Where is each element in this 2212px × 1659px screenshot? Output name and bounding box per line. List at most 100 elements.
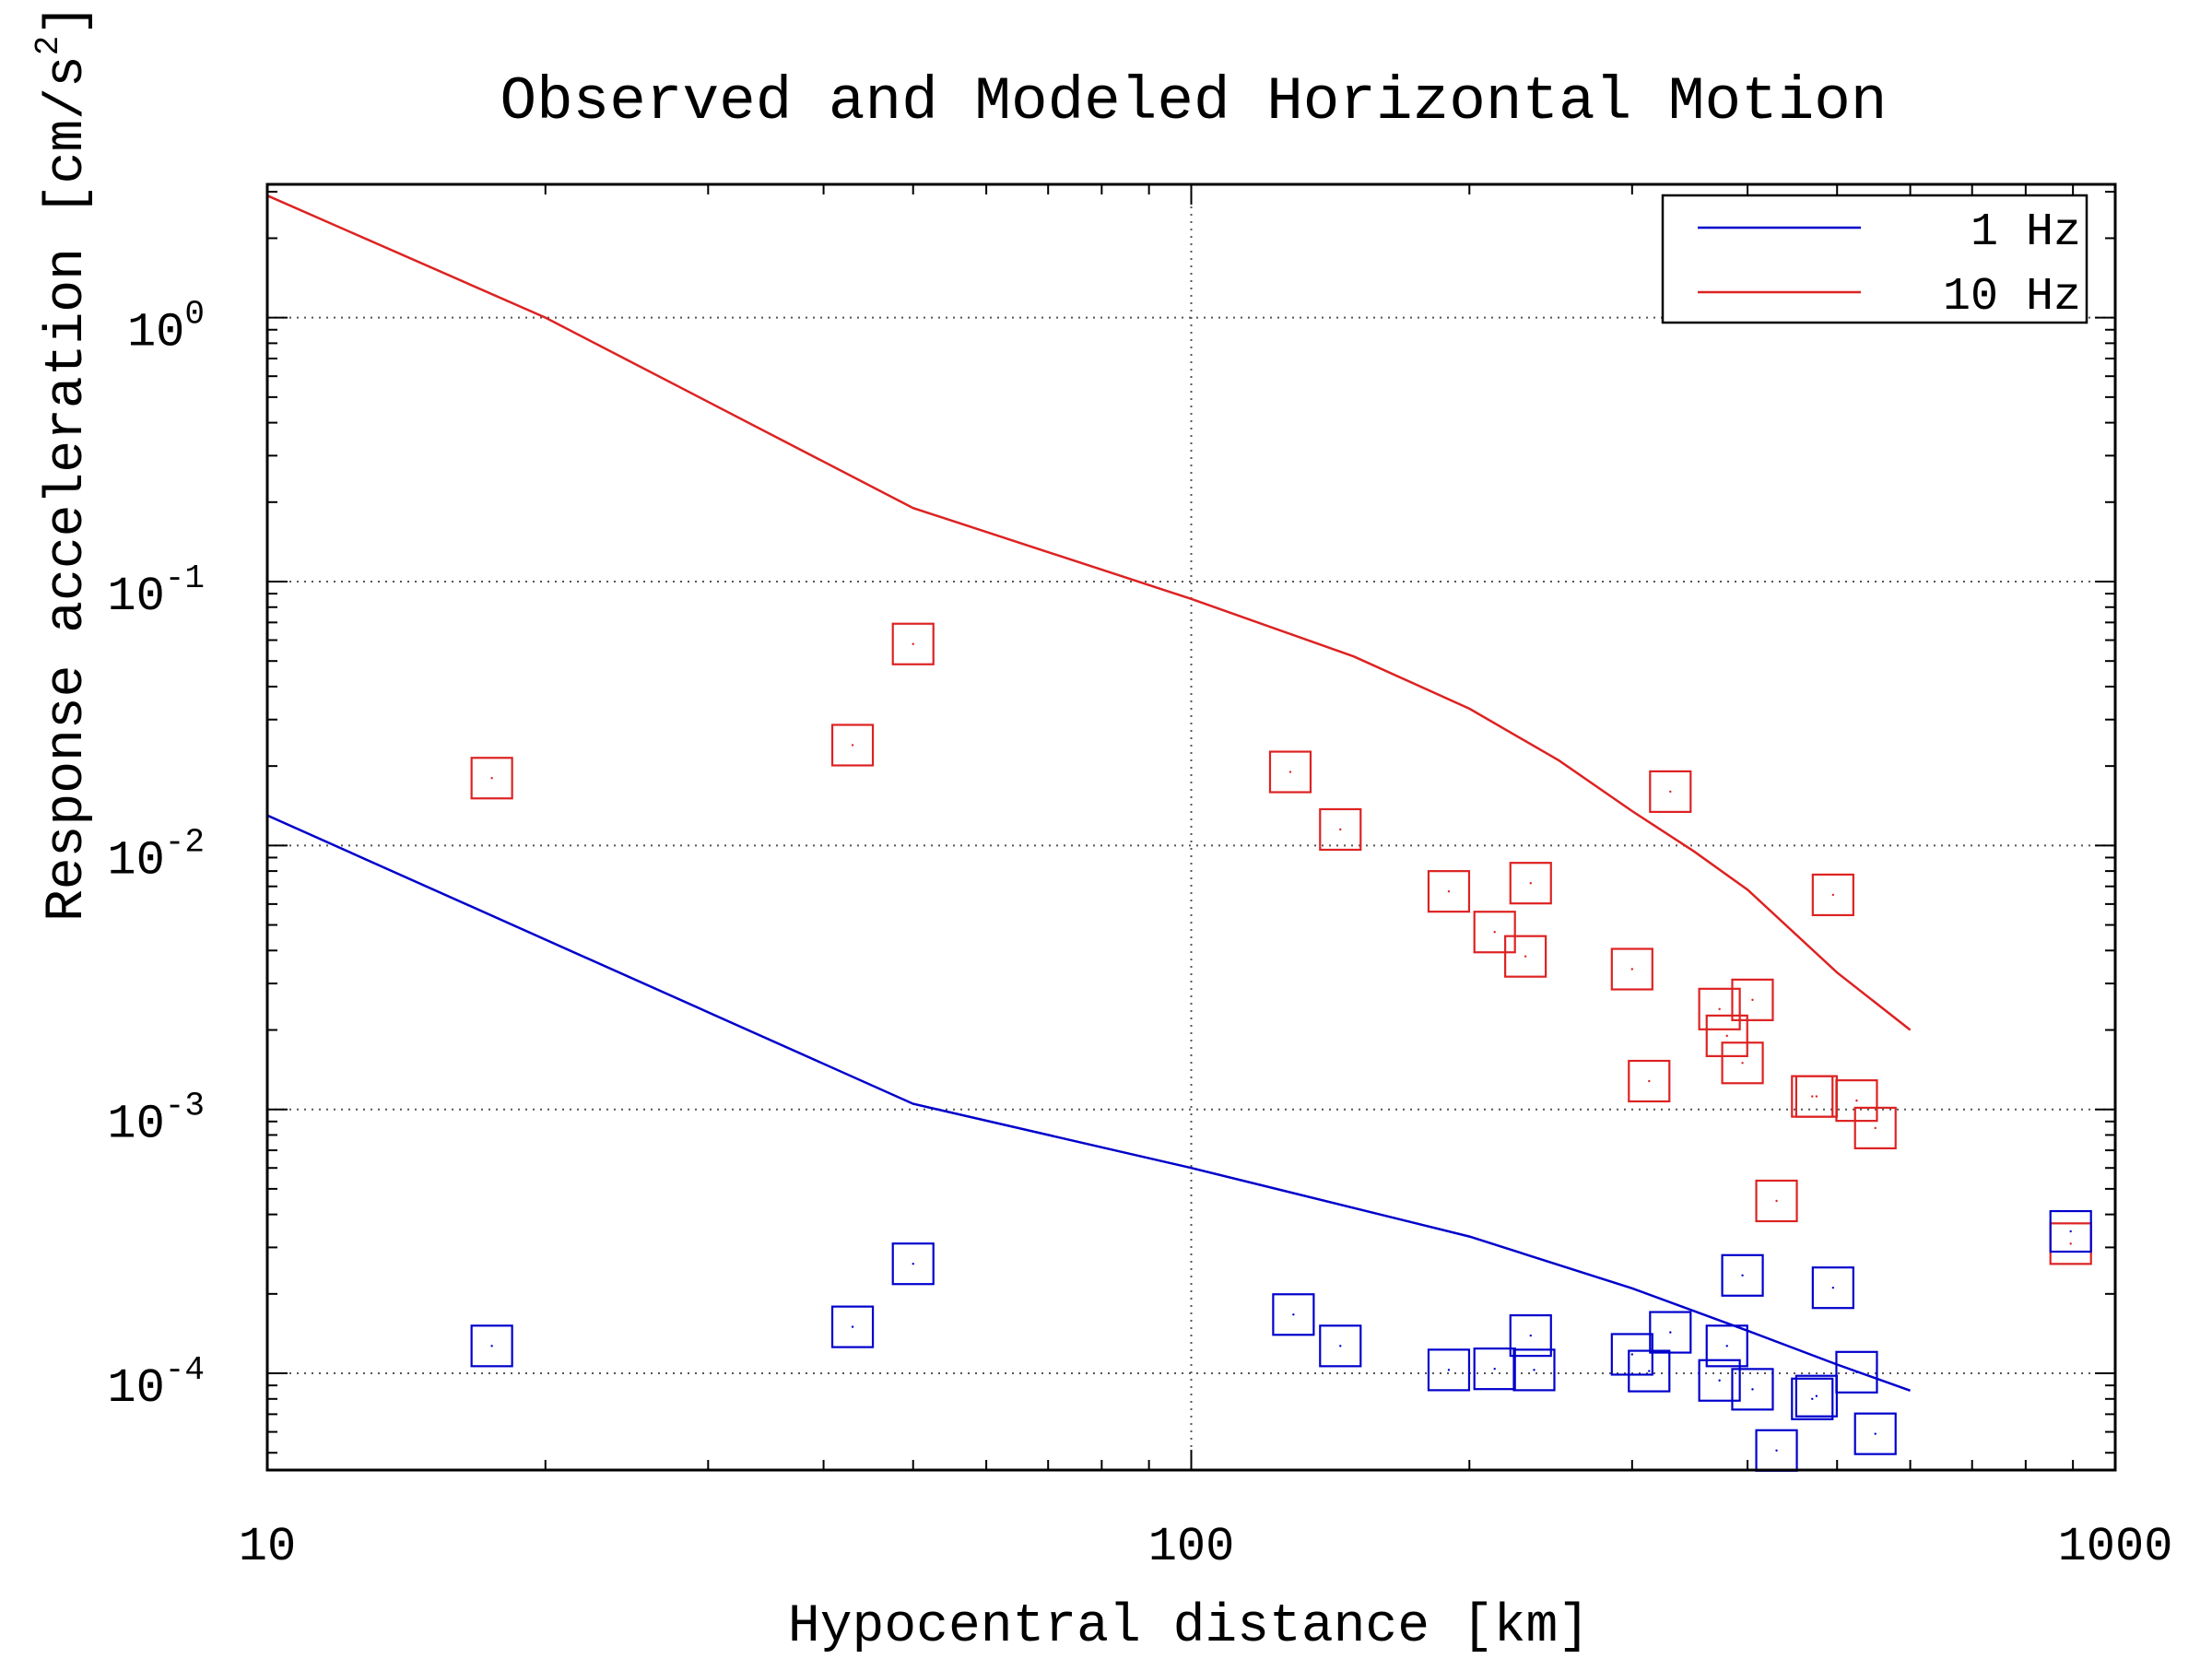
x-tick-label: 100 bbox=[1148, 1520, 1235, 1574]
y-tick-label: 10-3 bbox=[107, 1088, 205, 1152]
series-line-1 bbox=[266, 194, 1912, 1031]
data-point-center bbox=[851, 1325, 854, 1328]
data-point-marker bbox=[1319, 807, 1362, 852]
y-axis-label-sup: 2 bbox=[29, 36, 67, 56]
data-point-center bbox=[1493, 931, 1496, 934]
data-point-marker bbox=[1731, 978, 1774, 1021]
x-tick-labels: 10 100 1000 bbox=[239, 1520, 2173, 1574]
data-point-center bbox=[1775, 1199, 1778, 1203]
data-point-marker bbox=[1509, 1313, 1552, 1358]
data-point-center bbox=[1775, 1449, 1778, 1452]
series-layer bbox=[266, 194, 1912, 1392]
data-point-center bbox=[1811, 1095, 1814, 1098]
data-point-marker bbox=[1427, 1348, 1471, 1392]
data-point-marker bbox=[1731, 1368, 1774, 1411]
data-point-center bbox=[1811, 1397, 1814, 1400]
data-point-marker bbox=[1509, 862, 1552, 905]
data-point-marker bbox=[1319, 1324, 1362, 1368]
y-tick-base: 10 bbox=[107, 570, 164, 624]
data-point-center bbox=[851, 744, 854, 747]
y-tick-base: 10 bbox=[127, 306, 184, 360]
data-point-center bbox=[1855, 1099, 1858, 1102]
data-point-center bbox=[1815, 1095, 1818, 1098]
data-point-marker bbox=[1649, 1311, 1692, 1354]
data-point-marker bbox=[1473, 1347, 1516, 1391]
data-point-marker bbox=[1698, 1359, 1741, 1402]
y-tick-exponent: -1 bbox=[165, 559, 205, 597]
data-point-marker bbox=[1705, 1014, 1748, 1057]
data-point-center bbox=[1718, 1007, 1721, 1011]
chart-title: Observed and Modeled Horizontal Motion bbox=[500, 67, 1887, 136]
y-axis-label: Response acceleration [cm/s2] bbox=[29, 4, 98, 922]
data-point-center bbox=[1493, 1367, 1496, 1371]
data-point-center bbox=[1533, 1369, 1535, 1371]
data-point-center bbox=[1751, 1388, 1754, 1391]
y-tick-base: 10 bbox=[107, 1098, 164, 1152]
data-point-marker bbox=[1811, 873, 1854, 917]
data-point-marker bbox=[1268, 750, 1312, 794]
data-point-marker bbox=[1721, 1253, 1764, 1297]
data-point-marker bbox=[1649, 770, 1692, 813]
data-point-center bbox=[1630, 968, 1634, 971]
data-point-marker bbox=[470, 757, 513, 800]
data-point-center bbox=[1725, 1345, 1728, 1347]
data-point-center bbox=[1831, 1286, 1835, 1289]
y-axis-label-main: Response acceleration [cm/s bbox=[38, 55, 98, 922]
data-point-center bbox=[1630, 1353, 1634, 1356]
legend: 1 Hz 10 Hz bbox=[1661, 194, 2088, 324]
data-point-center bbox=[1339, 828, 1342, 831]
data-point-center bbox=[1725, 1034, 1728, 1038]
x-tick-label: 10 bbox=[239, 1520, 296, 1574]
data-point-marker bbox=[891, 1242, 935, 1286]
legend-box bbox=[1661, 194, 2088, 324]
data-point-marker bbox=[1427, 870, 1471, 913]
data-point-center bbox=[1874, 1126, 1877, 1130]
data-point-marker bbox=[1811, 1266, 1854, 1310]
data-point-marker bbox=[470, 1324, 513, 1368]
data-point-marker bbox=[1610, 1333, 1653, 1376]
data-point-marker bbox=[2049, 1209, 2092, 1253]
data-point-center bbox=[1447, 889, 1451, 893]
data-point-marker bbox=[1755, 1179, 1798, 1223]
data-point-marker bbox=[1853, 1412, 1897, 1455]
data-point-center bbox=[490, 1345, 493, 1347]
data-point-center bbox=[1874, 1432, 1877, 1435]
data-point-marker bbox=[1853, 1106, 1897, 1150]
data-point-marker bbox=[1504, 935, 1547, 978]
data-point-center bbox=[1529, 881, 1532, 885]
data-point-marker bbox=[1794, 1374, 1838, 1418]
data-point-center bbox=[1815, 1394, 1818, 1397]
data-point-center bbox=[1741, 1062, 1744, 1065]
legend-label: 10 Hz bbox=[1943, 271, 2081, 324]
data-point-marker bbox=[1721, 1041, 1764, 1085]
data-point-marker bbox=[1512, 1348, 1556, 1392]
series-line-0 bbox=[266, 814, 1912, 1392]
y-tick-base: 10 bbox=[107, 833, 164, 888]
x-axis-label: Hypocentral distance [km] bbox=[788, 1597, 1590, 1657]
y-tick-exponent: -4 bbox=[165, 1351, 205, 1389]
data-point-marker bbox=[1473, 911, 1516, 954]
data-point-center bbox=[2069, 1242, 2072, 1245]
data-point-center bbox=[1741, 1274, 1744, 1277]
y-tick-label: 10-2 bbox=[107, 823, 205, 888]
x-tick-label: 1000 bbox=[2058, 1520, 2173, 1574]
data-point-center bbox=[1669, 1331, 1672, 1334]
data-point-center bbox=[490, 777, 493, 780]
data-point-center bbox=[1648, 1370, 1651, 1372]
data-point-center bbox=[912, 1263, 914, 1265]
y-tick-exponent: 0 bbox=[184, 296, 205, 334]
legend-label: 1 Hz bbox=[1971, 206, 2081, 259]
data-point-marker bbox=[1698, 987, 1741, 1030]
data-point-center bbox=[1648, 1079, 1651, 1083]
data-point-center bbox=[1669, 790, 1672, 794]
y-axis-label-suffix: ] bbox=[38, 4, 98, 36]
y-tick-label: 10-1 bbox=[107, 559, 205, 624]
data-point-center bbox=[2069, 1230, 2072, 1233]
data-point-center bbox=[1292, 1313, 1295, 1316]
y-tick-label: 100 bbox=[127, 296, 205, 360]
data-point-marker bbox=[1272, 1293, 1315, 1336]
data-point-center bbox=[1718, 1379, 1721, 1382]
data-point-marker bbox=[891, 622, 935, 665]
